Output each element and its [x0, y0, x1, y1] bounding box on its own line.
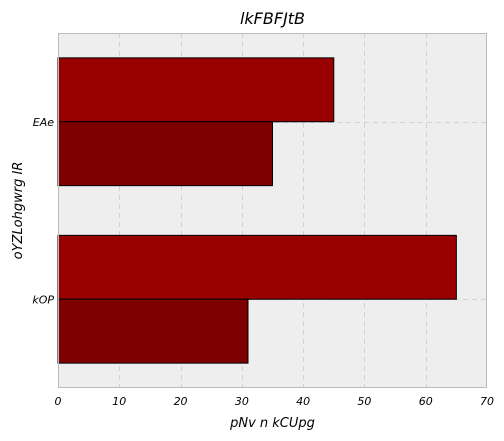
x-tick-label: 20 — [174, 395, 188, 408]
x-tick-labels: 0 10 20 30 40 50 60 70 — [55, 395, 495, 408]
x-tick-label: 40 — [296, 395, 310, 408]
plot-frame — [58, 33, 487, 388]
bar — [57, 121, 273, 187]
y-axis-label: oYZLohgwrg IR — [11, 162, 26, 260]
y-tick-labels: kOP EAe — [32, 116, 54, 307]
x-tick-label: 60 — [419, 395, 433, 408]
x-tick-label: 70 — [480, 395, 494, 408]
x-tick-label: 30 — [235, 395, 249, 408]
bar — [57, 57, 335, 123]
x-tick-label: 0 — [55, 395, 62, 408]
x-tick-label: 10 — [112, 395, 126, 408]
y-tick-label: kOP — [32, 293, 54, 306]
chart-title: lkFBFJtB — [240, 9, 305, 28]
bars-group — [57, 57, 457, 364]
y-tick-label: EAe — [33, 116, 54, 129]
x-axis-label: pNv n kCUpg — [229, 416, 315, 431]
x-tick-label: 50 — [357, 395, 371, 408]
bar — [57, 298, 249, 364]
bar — [57, 234, 457, 300]
